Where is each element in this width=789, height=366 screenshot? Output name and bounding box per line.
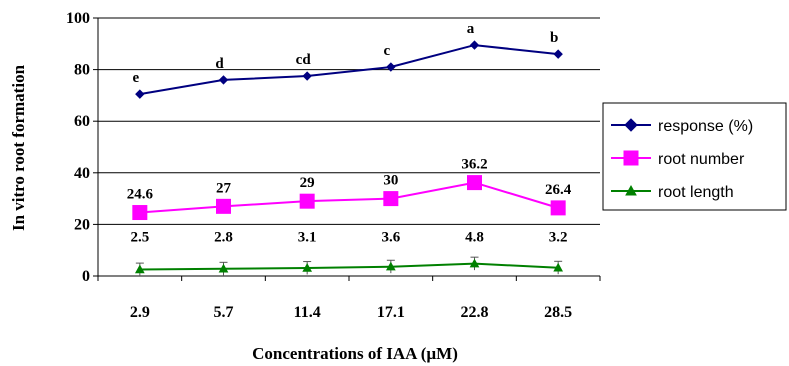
x-tick-labels: 2.9 5.7 11.4 17.1 22.8 28.5 (130, 304, 572, 321)
data-point (218, 75, 229, 85)
x-axis-title: Concentrations of IAA (µM) (252, 344, 458, 363)
series-response- (135, 40, 563, 99)
data-point (467, 175, 482, 191)
data-point (299, 193, 315, 209)
data-point (216, 198, 231, 214)
data-point (385, 261, 396, 271)
x-tick-label: 28.5 (544, 304, 572, 321)
data-point (469, 40, 480, 50)
series-line (139, 44, 559, 96)
data-label: 3.2 (549, 229, 568, 245)
y-tick-labels: 0 20 40 60 80 100 (66, 10, 90, 285)
y-tick-label: 0 (82, 268, 90, 285)
x-tick-label: 5.7 (214, 304, 234, 321)
series-group (132, 40, 566, 276)
data-point (218, 263, 229, 273)
y-tick-label: 40 (74, 165, 90, 182)
data-label: 3.1 (298, 229, 317, 245)
legend-label: response (%) (658, 118, 753, 135)
legend-marker (623, 150, 639, 166)
series-line (139, 181, 559, 214)
data-point (553, 262, 564, 272)
y-tick-label: 100 (66, 10, 90, 27)
data-label: b (550, 30, 558, 46)
data-label: a (467, 21, 475, 37)
x-tick-label: 2.9 (130, 304, 150, 321)
data-point (302, 262, 313, 272)
x-tick-label: 17.1 (377, 304, 405, 321)
y-tick-label: 80 (74, 62, 90, 79)
x-tick-label: 11.4 (294, 304, 321, 321)
series-root-number (132, 175, 566, 221)
legend-label: root length (658, 184, 734, 201)
data-label: 29 (300, 175, 315, 191)
data-point (302, 71, 312, 81)
series-root-length (134, 256, 564, 276)
y-axis-title: In vitro root formation (9, 64, 28, 231)
data-label: d (215, 56, 224, 72)
data-point (553, 49, 563, 59)
legend: response (%) root number root length (602, 102, 787, 211)
data-label: 36.2 (461, 157, 487, 173)
data-label: 2.8 (214, 229, 233, 245)
data-label: 3.6 (381, 229, 400, 245)
y-tick-label: 60 (74, 113, 90, 130)
data-label: 27 (216, 180, 232, 196)
legend-marker (625, 184, 637, 196)
data-label: cd (296, 52, 312, 68)
data-labels: e d cd c a b 24.6 27 29 30 36.2 26.4 2.5 2.8 3.1 3.6 4.8… (127, 21, 572, 245)
data-point (135, 89, 145, 99)
x-tick-label: 22.8 (461, 304, 489, 321)
data-label: 26.4 (545, 182, 572, 198)
data-label: 2.5 (130, 229, 149, 245)
data-point (386, 62, 396, 72)
axes (93, 17, 601, 281)
data-label: 24.6 (127, 187, 154, 203)
legend-marker (624, 118, 638, 132)
y-tick-label: 20 (74, 216, 90, 233)
legend-label: root number (658, 151, 745, 168)
data-label: e (132, 70, 139, 86)
data-label: 4.8 (465, 229, 484, 245)
data-label: 30 (383, 173, 398, 189)
data-point (383, 191, 399, 207)
data-label: c (383, 43, 390, 59)
series-line (139, 262, 559, 271)
data-point (132, 205, 148, 221)
data-point (469, 258, 480, 268)
gridlines (98, 17, 600, 225)
data-point (134, 264, 145, 274)
data-point (550, 200, 566, 216)
